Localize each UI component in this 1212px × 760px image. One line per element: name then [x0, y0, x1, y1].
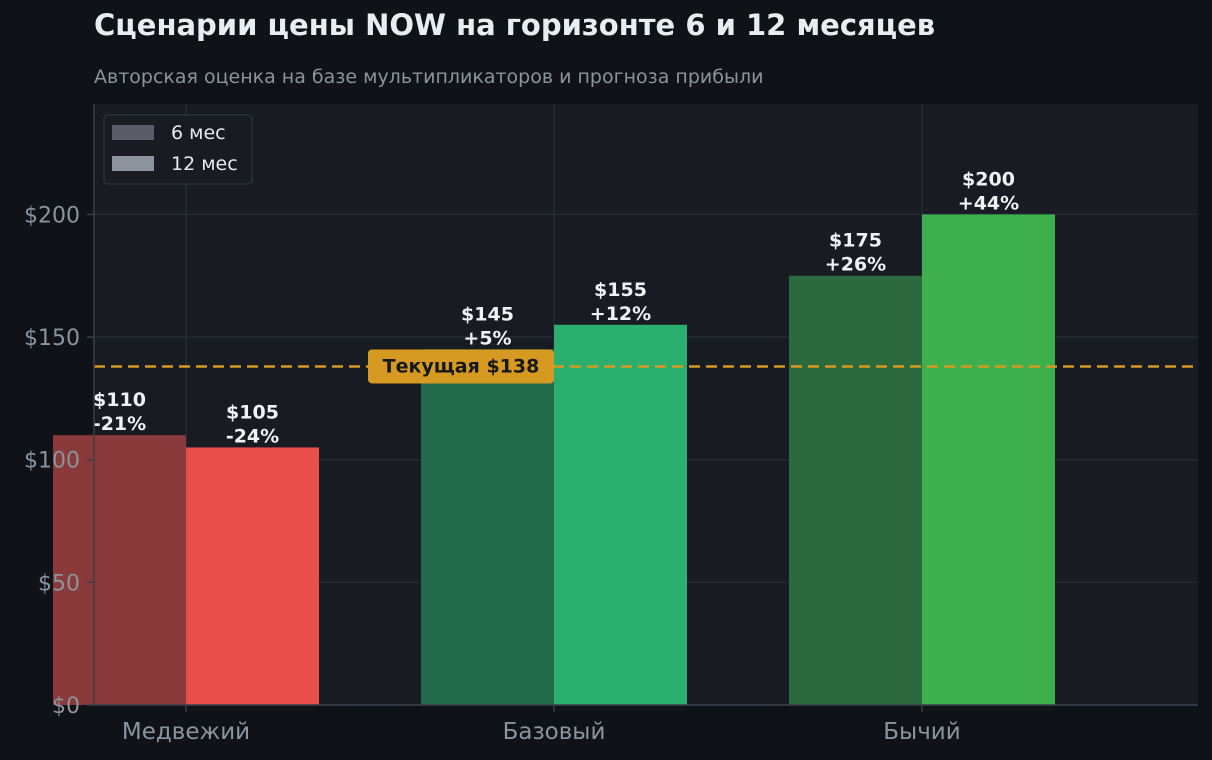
y-tick-label: $50 [38, 571, 80, 596]
data-label-change: +5% [463, 327, 511, 349]
bar [421, 349, 554, 705]
data-labels-layer: $110-21% $105-24% $145+5% $155+12% $175+26% $… [93, 168, 1019, 447]
data-label-change: -21% [93, 413, 146, 435]
bar [53, 435, 186, 705]
data-label-change: +44% [958, 192, 1019, 214]
bars-layer [53, 214, 1055, 705]
chart-subtitle: Авторская оценка на базе мультипликаторо… [94, 66, 764, 88]
legend-label: 12 мес [171, 153, 238, 175]
bar [922, 214, 1055, 705]
current-price-box [368, 349, 554, 384]
data-label-change: -24% [226, 425, 279, 447]
legend-swatch [112, 125, 154, 140]
bar [554, 324, 687, 705]
data-label-value: $105 [226, 401, 279, 423]
legend-swatch [112, 156, 154, 171]
bar [789, 275, 922, 705]
data-label-change: +12% [590, 303, 651, 325]
y-tick-label: $0 [52, 694, 80, 719]
current-price-label: Текущая $138 [383, 355, 540, 377]
y-tick-label: $100 [24, 449, 80, 474]
legend: 6 мес 12 мес [103, 114, 253, 185]
bar [186, 447, 319, 705]
x-category-label: Медвежий [122, 719, 250, 745]
data-label-value: $175 [829, 230, 882, 252]
y-tick-label: $150 [24, 326, 80, 351]
legend-label: 6 мес [171, 122, 226, 144]
x-category-label: Базовый [503, 719, 606, 745]
chart-title: Сценарии цены NOW на горизонте 6 и 12 ме… [94, 8, 936, 42]
data-label-value: $145 [461, 303, 514, 325]
data-label-change: +26% [825, 254, 886, 276]
data-label-value: $155 [594, 279, 647, 301]
axes-layer: $0 $50 $100 $150 $200 Медвежий Базовый Бычий [24, 104, 1198, 745]
data-label-value: $200 [962, 168, 1015, 190]
y-tick-label: $200 [24, 203, 80, 228]
data-label-value: $110 [93, 389, 146, 411]
x-category-label: Бычий [883, 719, 960, 745]
